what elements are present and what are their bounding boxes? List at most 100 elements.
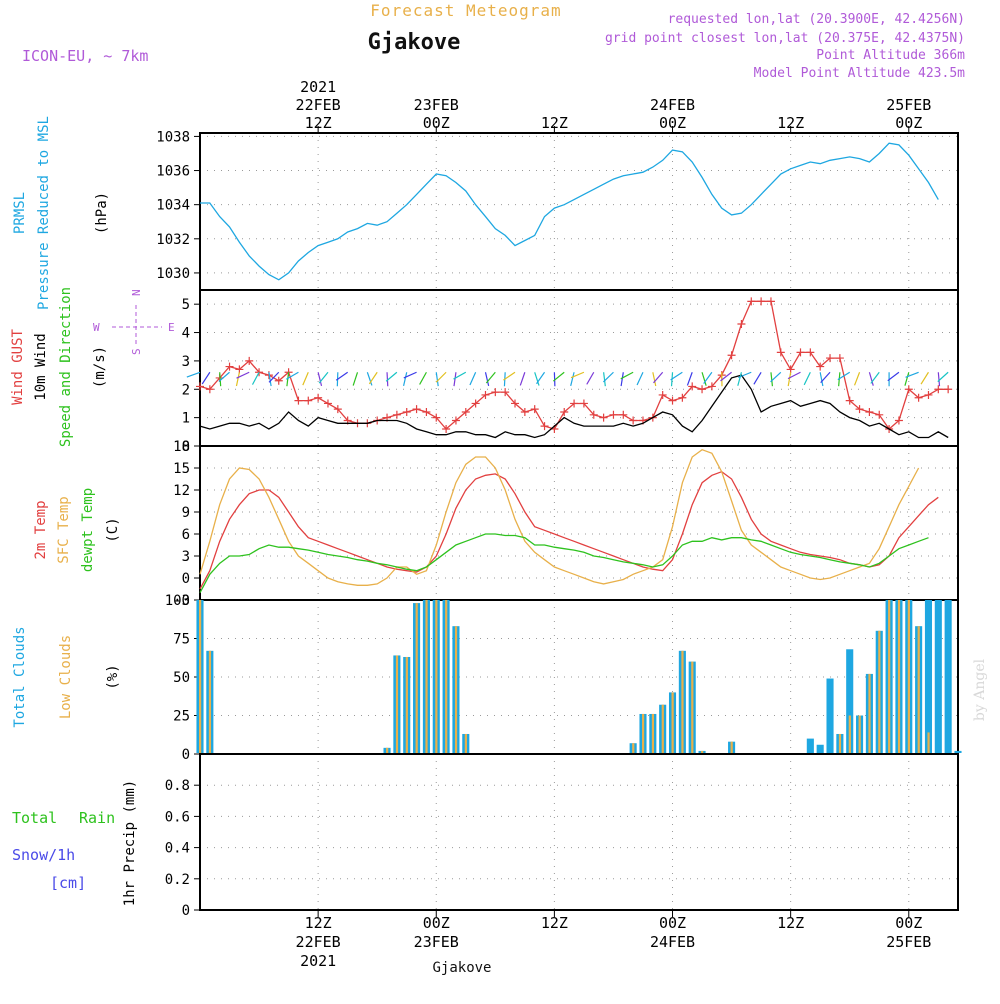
wind-direction-arrow — [436, 372, 446, 382]
pressure-ytick-label: 1034 — [156, 198, 190, 214]
clouds-ytick-label: 50 — [173, 670, 190, 686]
wind-direction-arrow — [318, 372, 321, 386]
temp-sfc-line — [200, 450, 919, 586]
wind-direction-arrow — [754, 372, 761, 384]
cloud-unit: (%) — [105, 664, 121, 689]
wind-direction-arrow — [486, 372, 495, 383]
wind-direction-arrow — [938, 372, 939, 386]
low-cloud-bar — [445, 600, 447, 753]
bottom-day-label: 22FEB — [296, 933, 341, 951]
wind-gust-line-marker — [875, 411, 883, 419]
grid-point-coords: grid point closest lon,lat (20.375E, 42.… — [605, 31, 965, 46]
low-cloud-bar — [908, 600, 910, 753]
compass-n: N — [130, 289, 143, 296]
precip-labels: Total Rain Snow/1h [cm] 1hr Precip (mm) — [12, 780, 138, 906]
wind-gust-line-marker — [747, 297, 755, 305]
wind-gust-line-marker — [314, 394, 322, 402]
wind-gust-line-marker — [600, 414, 608, 422]
wind-gust-line-marker — [294, 397, 302, 405]
low-cloud-bar — [898, 600, 900, 753]
pressure-line — [200, 143, 938, 280]
bottom-hour-label: 12Z — [541, 914, 568, 932]
wind-gust-line-marker — [698, 385, 706, 393]
pressure-label-prmsl: PRMSL — [12, 192, 28, 234]
wind-gust-line-marker — [609, 411, 617, 419]
total-cloud-bar — [826, 679, 833, 753]
wind-direction-arrow — [804, 372, 810, 385]
top-hour-label: 12Z — [541, 114, 568, 132]
low-cloud-bar — [386, 748, 388, 753]
wind-direction-arrow — [269, 372, 271, 386]
wind-gust-line-marker — [944, 385, 952, 393]
total-cloud-bar — [954, 751, 961, 753]
wind-gust-line-marker — [413, 405, 421, 413]
wind-direction-arrow — [653, 372, 656, 386]
wind-direction-arrow — [187, 372, 200, 377]
total-cloud-bar — [935, 600, 942, 753]
compass-icon: N S W E — [93, 289, 175, 355]
wind-gust-line-marker — [924, 391, 932, 399]
wind-gust-line-marker — [491, 388, 499, 396]
data-layers — [187, 143, 962, 753]
pressure-labels: PRMSL Pressure Reduced to MSL (hPa) — [12, 116, 110, 310]
bottom-year-label: 2021 — [300, 952, 336, 970]
credit-watermark: by Angel — [972, 658, 988, 721]
wind-direction-arrow — [369, 372, 377, 384]
pressure-ytick-label: 1038 — [156, 129, 190, 145]
compass-e: E — [168, 321, 175, 334]
wind-direction-arrow — [621, 372, 623, 386]
temp-label-sfc: SFC Temp — [56, 496, 72, 563]
wind-direction-arrow — [687, 372, 692, 385]
precipitation-ytick-label: 0.6 — [165, 809, 190, 825]
wind-direction-arrow — [485, 372, 488, 386]
low-cloud-bar — [681, 651, 683, 753]
wind-gust-line-marker — [934, 385, 942, 393]
cloud-labels: Total Clouds Low Clouds (%) — [12, 626, 121, 727]
precip-label-cm: [cm] — [50, 874, 86, 892]
low-cloud-bar — [425, 600, 427, 753]
wind-direction-arrow — [771, 372, 781, 382]
wind-label-speed-dir: Speed and Direction — [58, 287, 74, 447]
wind-gust-line-marker — [304, 397, 312, 405]
wind-direction-arrow — [202, 372, 210, 384]
total-cloud-bar — [817, 745, 824, 753]
pressure-unit: (hPa) — [94, 192, 110, 234]
low-cloud-bar — [701, 751, 703, 753]
wind-gust-line-marker — [659, 391, 667, 399]
wind-label-10m: 10m Wind — [33, 333, 49, 400]
top-day-label: 23FEB — [414, 96, 459, 114]
low-cloud-bar — [859, 716, 861, 754]
wind-direction-arrow — [303, 372, 308, 385]
bottom-day-label: 25FEB — [886, 933, 931, 951]
pressure-ytick-label: 1036 — [156, 164, 190, 180]
wind-gust-line-marker — [324, 399, 332, 407]
temperature-ytick-label: 6 — [182, 527, 190, 543]
precipitation-frame — [200, 754, 958, 910]
temp-label-2m: 2m Temp — [33, 500, 49, 559]
model-altitude: Model Point Altitude 423.5m — [754, 66, 965, 81]
wind-direction-arrow — [704, 372, 712, 383]
low-cloud-bar — [878, 631, 880, 753]
low-cloud-bar — [691, 662, 693, 753]
temperature-frame — [200, 446, 958, 600]
temp-label-dewpt: dewpt Temp — [80, 488, 96, 572]
bottom-hour-label: 12Z — [305, 914, 332, 932]
model-label: ICON-EU, ~ 7km — [22, 47, 148, 65]
low-cloud-bar — [731, 742, 733, 753]
bottom-hour-label: 00Z — [659, 914, 686, 932]
temperature-ytick-label: 12 — [173, 483, 190, 499]
wind-direction-arrow — [905, 372, 909, 385]
low-cloud-bar — [672, 692, 674, 753]
panel-precipitation: 00.20.40.60.8 — [165, 754, 958, 919]
top-hour-label: 00Z — [895, 114, 922, 132]
cloud-label-low: Low Clouds — [58, 635, 74, 719]
wind-direction-arrow — [788, 372, 790, 386]
low-cloud-bar — [662, 705, 664, 753]
low-cloud-bar — [632, 743, 634, 753]
bottom-hour-label: 12Z — [777, 914, 804, 932]
temperature-ytick-label: 15 — [173, 461, 190, 477]
wind-direction-arrow — [604, 372, 606, 386]
